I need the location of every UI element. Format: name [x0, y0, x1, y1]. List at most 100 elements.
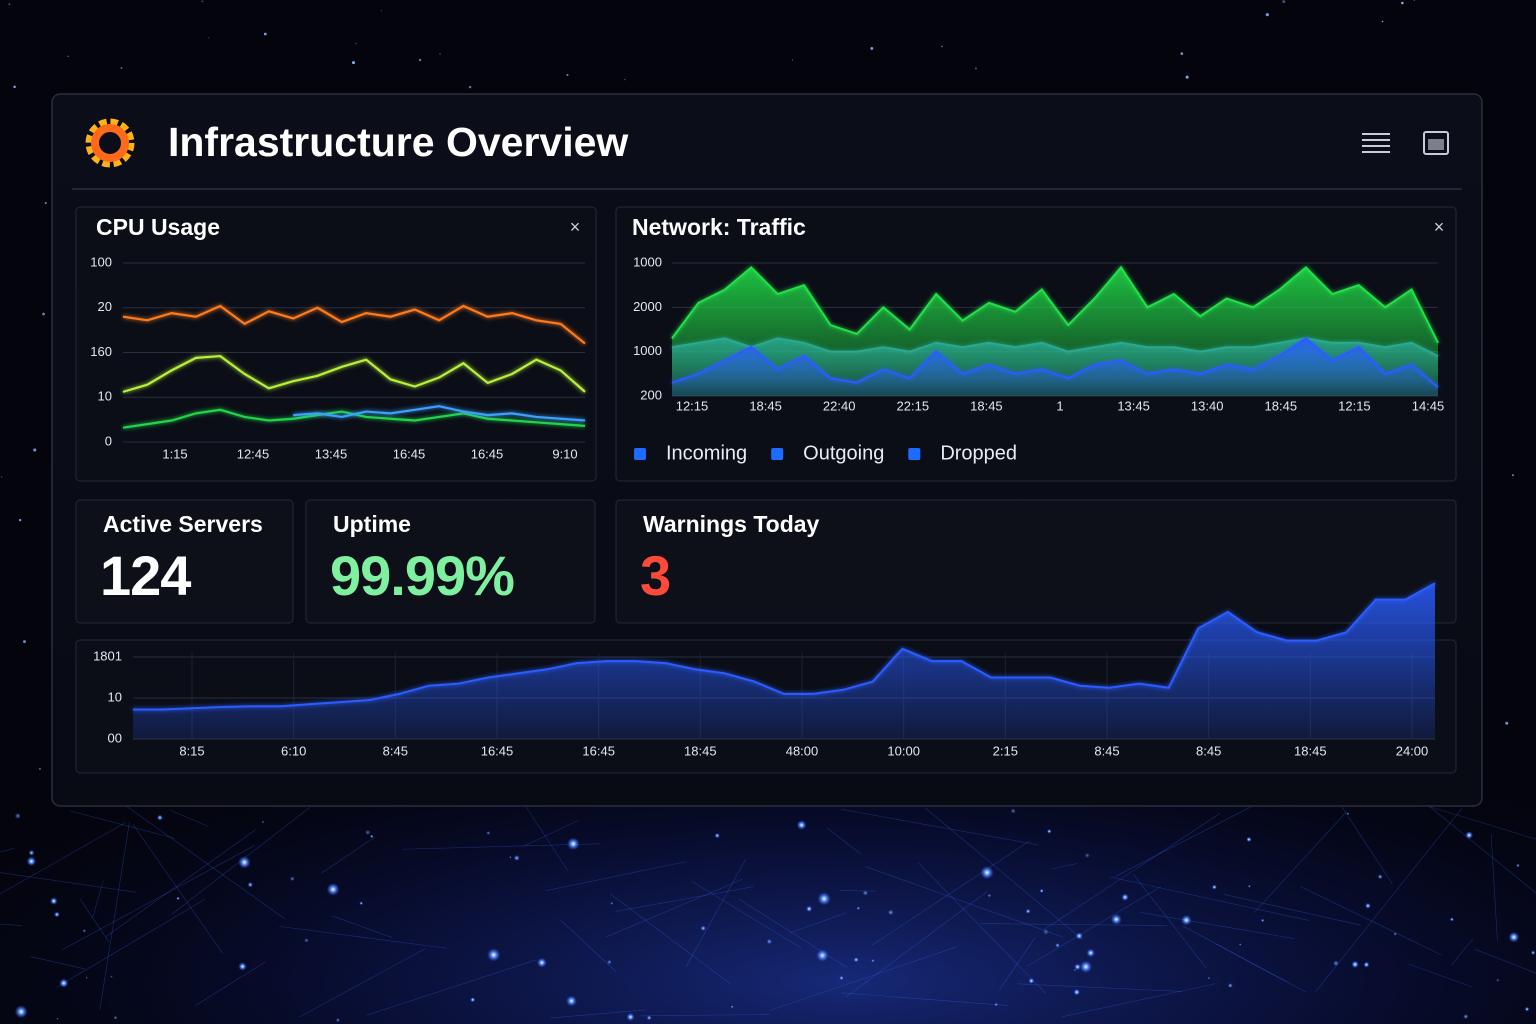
star [14, 812, 22, 820]
network-link [124, 804, 285, 919]
star [1511, 474, 1514, 477]
network-node [805, 905, 813, 912]
x-tick-label: 1:15 [162, 446, 187, 461]
star [1227, 983, 1233, 988]
network-link [839, 890, 877, 892]
y-tick-label: 1801 [93, 648, 122, 663]
network-link [80, 899, 110, 943]
network-node [238, 856, 251, 869]
network-link [789, 912, 847, 934]
star [856, 906, 861, 911]
star [1247, 884, 1251, 888]
star [1346, 812, 1350, 816]
star [33, 448, 37, 452]
network-link [1408, 963, 1472, 988]
star [418, 58, 422, 62]
star [1401, 1, 1404, 5]
legend-marker [908, 448, 921, 460]
star [513, 854, 520, 862]
network-link [769, 946, 957, 1011]
network-link [321, 836, 375, 874]
network-link [331, 915, 392, 938]
star [1246, 836, 1252, 843]
y-tick-label: 100 [90, 254, 112, 269]
close-button[interactable]: × [1434, 217, 1445, 237]
network-link [1027, 886, 1162, 967]
star [1505, 721, 1509, 725]
star [624, 78, 626, 81]
network-node [49, 897, 58, 905]
stat-value: 99.99% [330, 544, 514, 607]
network-link [738, 898, 848, 968]
star [862, 890, 869, 896]
star [839, 975, 844, 981]
star [1010, 808, 1016, 814]
x-tick-label: 8:45 [383, 743, 408, 758]
star [289, 876, 295, 882]
x-tick-label: 14:45 [1412, 398, 1445, 413]
network-link [1341, 806, 1393, 884]
star [486, 831, 491, 836]
legend-marker [771, 448, 784, 460]
network-link [1110, 876, 1310, 921]
star [1515, 863, 1520, 868]
legend-label: Dropped [940, 442, 1017, 464]
star [1332, 960, 1340, 967]
x-tick-label: 18:45 [970, 398, 1003, 413]
x-tick-label: 13:45 [315, 446, 348, 461]
star [369, 834, 374, 839]
area-line [671, 337, 1439, 357]
close-button[interactable]: × [570, 217, 581, 237]
star [1025, 908, 1031, 914]
network-link [62, 845, 255, 950]
star [1238, 943, 1242, 946]
list-view-button[interactable] [1362, 133, 1390, 153]
network-link [864, 866, 1063, 938]
star [994, 1002, 999, 1007]
logo [85, 118, 135, 168]
star [42, 312, 45, 316]
star [766, 938, 773, 945]
star [380, 10, 382, 12]
star [870, 46, 874, 50]
star [364, 829, 371, 836]
x-tick-label: 16:45 [471, 446, 504, 461]
star [359, 901, 364, 906]
star [13, 85, 16, 89]
y-tick-label: 0 [105, 433, 112, 448]
network-link [841, 992, 1008, 1006]
x-tick-label: 12:45 [237, 446, 270, 461]
network-node [1074, 963, 1081, 971]
star [730, 1005, 734, 1009]
page-title: Infrastructure Overview [168, 119, 628, 165]
star [1084, 852, 1090, 859]
star [1524, 1006, 1530, 1012]
network-link [523, 820, 579, 847]
network-link [545, 861, 686, 892]
x-tick-label: 12:15 [676, 398, 709, 413]
star [120, 67, 123, 69]
network-node [565, 995, 577, 1007]
stat-label: Uptime [333, 511, 411, 537]
star [887, 909, 894, 916]
network-link [169, 809, 209, 827]
network-node [816, 949, 829, 962]
y-tick-label: 160 [90, 344, 112, 359]
x-tick-label: 22:15 [897, 398, 930, 413]
y-tick-label: 10 [98, 389, 112, 404]
x-tick-label: 48:00 [786, 743, 819, 758]
network-node [626, 1012, 635, 1022]
network-link [1215, 943, 1288, 983]
star [44, 201, 47, 205]
network-node [1073, 988, 1081, 996]
network-link [845, 891, 988, 998]
legend-label: Outgoing [803, 442, 884, 464]
x-tick-label: 1 [1056, 398, 1063, 413]
network-link [0, 872, 137, 893]
cpu-line [122, 354, 586, 393]
window-view-button[interactable] [1423, 131, 1449, 155]
star [566, 73, 569, 76]
area-line [671, 337, 1439, 388]
